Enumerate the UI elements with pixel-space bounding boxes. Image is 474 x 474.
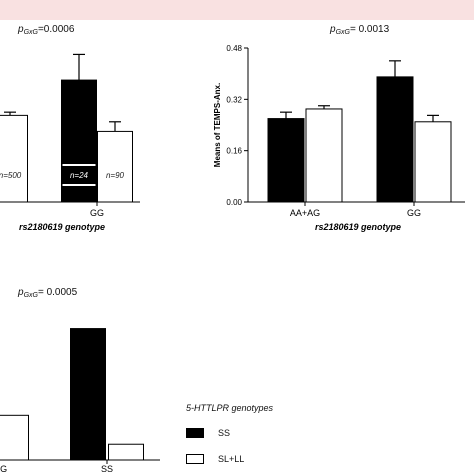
category-label-p0-1: GG [90, 208, 104, 218]
y-tick-label-p1-2: 0.32 [226, 95, 242, 104]
bar-p2-s1-c1 [108, 443, 144, 461]
y-axis-label-p1: Means of TEMPS-Anx. [213, 83, 222, 167]
y-tick-label-p1-3: 0.48 [226, 44, 242, 53]
category-label-p1-1: GG [407, 208, 421, 218]
bar-label-p0-2: n=90 [106, 171, 125, 180]
legend-label-sl-ll: SL+LL [218, 454, 245, 464]
p-value-top-right: pGxG= 0.0013 [330, 24, 390, 36]
legend: 5-HTTLPR genotypes SS SL+LL [186, 403, 386, 473]
top-band [0, 0, 474, 20]
x-axis-label-p0: rs2180619 genotype [19, 222, 105, 232]
category-label-p1-0: AA+AG [290, 208, 320, 218]
bar-label-p0-0: n=500 [0, 171, 22, 180]
bar-p0-s1-c1 [97, 130, 133, 203]
y-tick-label-p1-0: 0.00 [226, 198, 242, 207]
bar-p2-s0-c1 [70, 328, 106, 461]
legend-label-ss: SS [218, 428, 231, 438]
bar-label-p0-1: n=24 [70, 171, 89, 180]
bar-p1-s0-c0 [267, 118, 305, 203]
bar-p0-s1-c0 [0, 114, 28, 203]
legend-swatch-ss [186, 428, 204, 438]
bar-p2-s1-c0 [0, 414, 29, 461]
p-value-bottom-left: pGxG= 0.0005 [18, 287, 78, 299]
y-tick-label-p1-1: 0.16 [226, 147, 242, 156]
legend-item-ss: SS [186, 428, 230, 438]
p-value-top-left: pGxG=0.0006 [18, 24, 75, 36]
bar-p1-s1-c1 [414, 121, 452, 203]
bar-label-band-p0-1 [61, 166, 97, 184]
category-label-p2-1: SS [101, 464, 113, 474]
bar-p1-s1-c0 [305, 108, 343, 203]
legend-item-sl-ll: SL+LL [186, 454, 244, 464]
bar-p1-s0-c1 [376, 76, 414, 203]
x-axis-label-p1: rs2180619 genotype [315, 222, 401, 232]
legend-swatch-sl-ll [186, 454, 204, 464]
category-label-p2-0: AA+AG [0, 464, 7, 474]
legend-title: 5-HTTLPR genotypes [186, 403, 274, 413]
